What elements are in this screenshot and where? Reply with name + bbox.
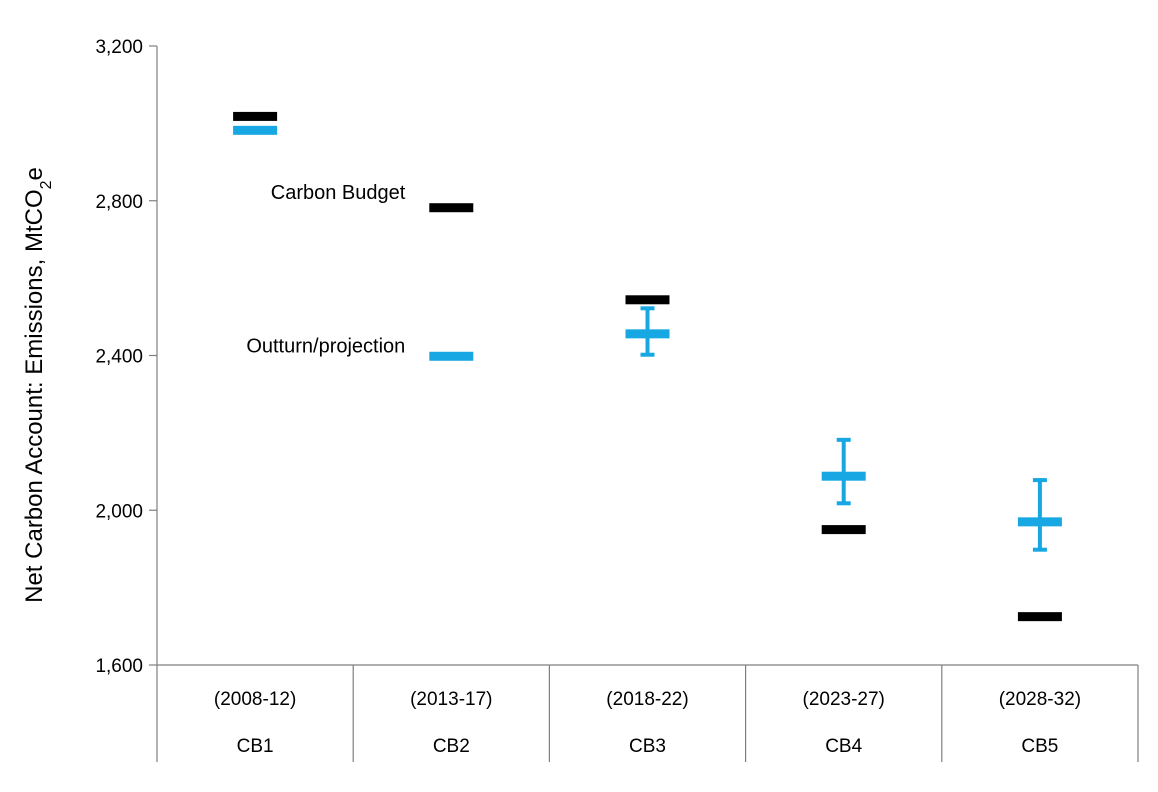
category-period-label: (2028-32) xyxy=(999,689,1081,710)
y-tick-label: 2,400 xyxy=(95,347,143,368)
annotations: Carbon Budget Outturn/projection xyxy=(246,182,405,358)
category-period-label: (2013-17) xyxy=(410,689,492,710)
svg-text:Net Carbon Account: Emissions,: Net Carbon Account: Emissions, MtCO2e xyxy=(21,167,55,603)
category-name-label: CB2 xyxy=(433,736,470,757)
outturn-projection-annotation: Outturn/projection xyxy=(246,336,405,358)
carbon-budget-marker xyxy=(821,525,866,535)
carbon-budget-marker xyxy=(1017,612,1062,622)
outturn-projection-marker xyxy=(233,125,278,135)
axes xyxy=(156,46,1139,762)
category-period-label: (2008-12) xyxy=(214,689,296,710)
y-tick-label: 3,200 xyxy=(95,37,143,58)
y-tick-label: 2,000 xyxy=(95,501,143,522)
outturn-projection-marker xyxy=(625,329,670,339)
category-name-label: CB5 xyxy=(1021,736,1058,757)
carbon-budget-marker xyxy=(625,295,670,305)
category-name-label: CB4 xyxy=(825,736,862,757)
category-period-label: (2023-27) xyxy=(803,689,885,710)
outturn-projection-marker xyxy=(821,471,866,481)
y-axis-title-main: Net Carbon Account: Emissions, MtCO xyxy=(21,189,48,602)
category-name-label: CB1 xyxy=(237,736,274,757)
y-axis-title-subscript: 2 xyxy=(38,180,55,189)
outturn-projection-marker xyxy=(429,351,474,361)
category-name-label: CB3 xyxy=(629,736,666,757)
x-categories: (2008-12) CB1 (2013-17) CB2 (2018-22) CB3 (202… xyxy=(214,689,1081,757)
carbon-budget-annotation: Carbon Budget xyxy=(271,182,406,204)
carbon-budget-marker xyxy=(429,203,474,213)
outturn-projection-marker xyxy=(1017,517,1062,527)
y-axis-title-suffix: e xyxy=(21,167,48,180)
category-period-label: (2018-22) xyxy=(606,689,688,710)
y-tick-label: 1,600 xyxy=(95,656,143,677)
carbon-budget-marker xyxy=(233,111,278,121)
data-marks xyxy=(233,111,1062,622)
y-ticks: 1,600 2,000 2,400 2,800 3,200 xyxy=(95,37,157,677)
y-tick-label: 2,800 xyxy=(95,192,143,213)
y-axis-title: Net Carbon Account: Emissions, MtCO2e xyxy=(21,167,55,603)
